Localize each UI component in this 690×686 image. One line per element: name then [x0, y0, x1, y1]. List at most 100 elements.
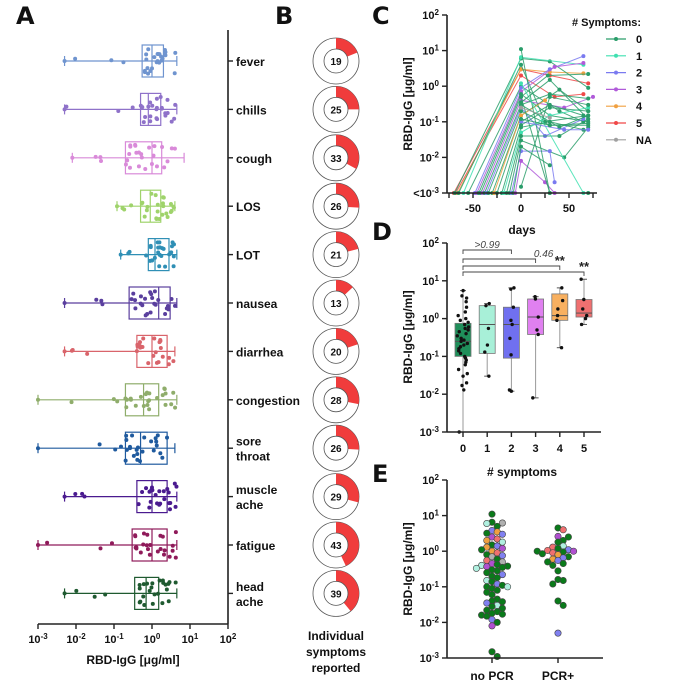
data-point — [124, 447, 129, 452]
data-point — [163, 391, 168, 396]
legend-label: NA — [636, 135, 652, 147]
data-point — [483, 569, 491, 577]
legend-marker — [614, 104, 618, 109]
data-point — [463, 310, 468, 314]
donut-6: 20 — [312, 327, 360, 375]
data-point — [163, 113, 168, 118]
data-point — [146, 361, 151, 366]
data-point — [150, 103, 155, 108]
data-point — [160, 455, 165, 460]
x-tick-label: -50 — [465, 203, 481, 215]
data-point — [472, 564, 480, 572]
data-point — [167, 355, 172, 360]
data-point — [171, 359, 176, 364]
trajectory-point — [519, 116, 523, 121]
data-point — [157, 502, 162, 507]
panel-b-title-line: symptoms — [306, 645, 366, 659]
data-point — [161, 246, 166, 251]
data-point — [145, 581, 150, 586]
x-tick-label: 1 — [484, 443, 490, 455]
data-point — [156, 52, 161, 57]
data-point — [149, 488, 154, 493]
data-point — [137, 586, 142, 591]
trajectory-point — [586, 116, 591, 121]
data-point — [135, 445, 140, 450]
data-point — [483, 612, 491, 620]
data-point — [154, 164, 159, 169]
x-tick-label: 0 — [518, 203, 524, 215]
donut-value: 29 — [330, 493, 342, 504]
trajectory-point — [552, 180, 557, 185]
data-point — [157, 240, 162, 245]
trajectory-point — [547, 105, 552, 110]
y-tick-label: 100 — [422, 79, 439, 93]
data-point — [163, 50, 168, 55]
data-point — [162, 386, 167, 391]
data-point — [493, 567, 501, 575]
data-point — [559, 601, 567, 609]
trajectory-line — [506, 118, 589, 194]
data-point — [160, 145, 165, 150]
data-point — [458, 351, 463, 356]
data-point — [169, 296, 174, 301]
data-point — [154, 439, 159, 444]
y-tick-label: 10-1 — [420, 580, 440, 594]
data-point — [585, 313, 589, 318]
data-point — [124, 433, 129, 438]
data-point — [460, 294, 464, 298]
data-point — [165, 487, 170, 492]
data-point — [36, 543, 40, 547]
donut-value: 26 — [330, 202, 342, 213]
data-point — [153, 193, 158, 198]
panel-label-a: A — [16, 2, 35, 30]
data-point — [143, 313, 148, 318]
trajectory-point — [519, 158, 523, 163]
data-point — [163, 264, 168, 269]
data-point — [157, 578, 162, 583]
data-point — [99, 298, 104, 303]
data-point — [498, 519, 506, 527]
data-point — [536, 315, 540, 319]
significance-bracket — [462, 249, 512, 254]
data-point — [93, 154, 98, 159]
data-point — [142, 70, 147, 75]
legend-title: # Symptoms: — [572, 17, 641, 29]
data-point — [144, 543, 149, 548]
data-point — [152, 55, 157, 60]
significance-bracket — [462, 258, 537, 263]
data-point — [98, 546, 103, 551]
y-tick-label: 102 — [422, 8, 439, 22]
data-point — [144, 253, 149, 258]
trajectory-point — [586, 96, 591, 101]
data-point — [69, 348, 74, 353]
data-point — [147, 407, 152, 412]
data-point — [148, 114, 153, 119]
data-point — [461, 374, 465, 378]
data-point — [111, 397, 116, 402]
data-point — [171, 254, 176, 259]
data-point — [581, 307, 585, 311]
data-point — [488, 648, 496, 656]
data-point — [158, 451, 163, 456]
data-point — [555, 318, 559, 323]
data-point — [163, 53, 168, 58]
data-point — [36, 446, 40, 451]
category-label: sore — [236, 435, 262, 449]
panel-e-scatter: 102 101 100 10-1 10-2 10-3 no PCR PCR+ RBD-IgG [… — [401, 473, 603, 683]
data-point — [462, 322, 467, 327]
data-point — [459, 336, 463, 341]
data-point — [483, 519, 491, 527]
iqr-box — [131, 528, 168, 562]
data-point — [145, 66, 150, 71]
box-row-cough: cough — [70, 141, 272, 175]
donut-4: 21 — [312, 231, 360, 279]
data-point — [124, 397, 129, 402]
data-point — [463, 326, 467, 331]
data-point — [146, 47, 151, 52]
data-point — [165, 214, 170, 219]
trajectory-point — [519, 62, 523, 67]
data-point — [462, 388, 466, 392]
data-point — [160, 201, 165, 206]
data-point — [139, 201, 144, 206]
